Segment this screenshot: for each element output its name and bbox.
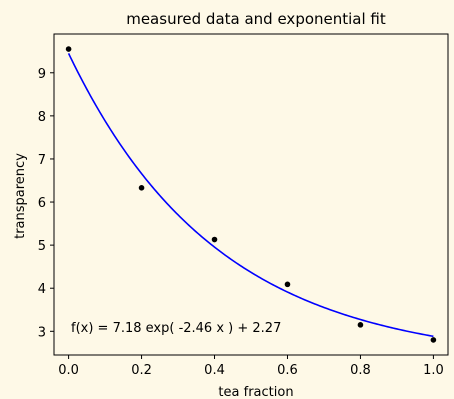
x-tick-label: 0.2	[131, 363, 152, 378]
y-tick-label: 8	[38, 110, 46, 125]
x-tick-label: 0.8	[350, 363, 371, 378]
plot-area	[53, 33, 449, 356]
chart-title: measured data and exponential fit	[126, 10, 386, 28]
fit-curve-line	[67, 53, 434, 338]
x-tick-label: 0.0	[58, 363, 79, 378]
x-axis-ticks: 0.0 0.2 0.4 0.6 0.8 1.0	[58, 355, 444, 378]
data-point	[430, 337, 437, 343]
data-point	[284, 281, 291, 288]
y-tick-label: 7	[38, 153, 46, 168]
x-tick-label: 0.4	[204, 363, 225, 378]
y-tick-label: 4	[38, 282, 46, 297]
x-tick-label: 0.6	[277, 363, 298, 378]
y-axis-ticks: 3 4 5 6 7 8 9	[38, 67, 54, 340]
data-point	[211, 236, 218, 243]
data-point	[138, 185, 145, 191]
y-tick-label: 9	[38, 67, 46, 82]
y-tick-label: 3	[38, 325, 46, 340]
y-axis-label: transparency	[13, 153, 28, 239]
y-tick-label: 6	[38, 196, 46, 211]
axes-frame	[53, 33, 449, 356]
x-axis-label: tea fraction	[218, 385, 293, 399]
data-point	[65, 46, 72, 52]
data-point	[357, 322, 364, 328]
x-tick-label: 1.0	[423, 363, 444, 378]
fit-equation-annotation: f(x) = 7.18 exp( -2.46 x ) + 2.27	[71, 321, 281, 336]
y-tick-label: 5	[38, 239, 46, 254]
